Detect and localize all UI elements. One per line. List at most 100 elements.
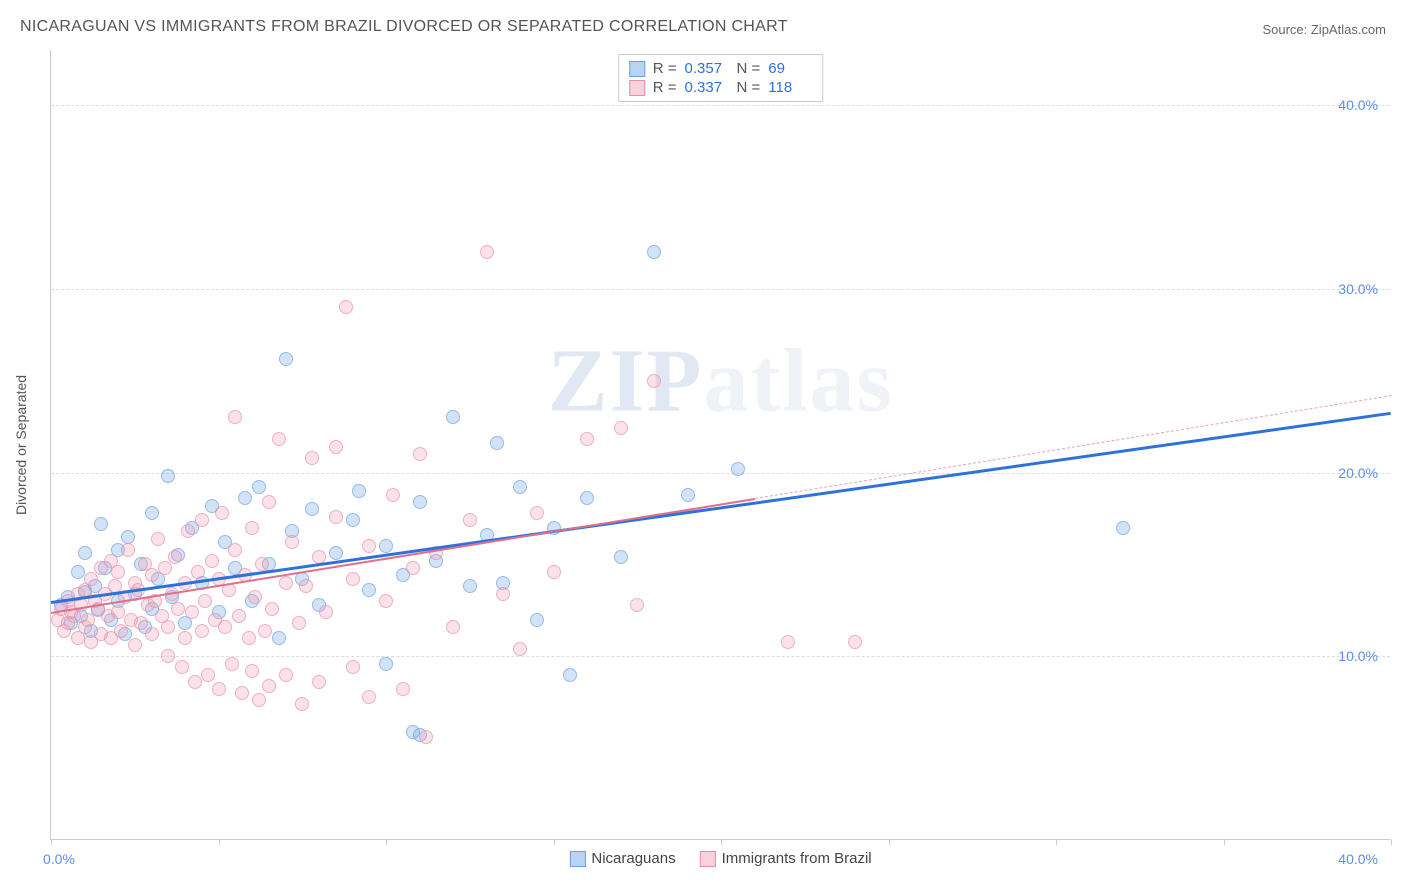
scatter-point	[181, 524, 195, 538]
scatter-point	[205, 554, 219, 568]
scatter-point	[647, 374, 661, 388]
scatter-point	[1116, 521, 1130, 535]
scatter-point	[396, 682, 410, 696]
x-tick	[1391, 839, 1392, 845]
scatter-point	[319, 605, 333, 619]
x-tick	[219, 839, 220, 845]
scatter-point	[305, 502, 319, 516]
y-axis-label: Divorced or Separated	[13, 374, 29, 514]
scatter-point	[195, 513, 209, 527]
scatter-point	[530, 613, 544, 627]
legend-label: Immigrants from Brazil	[722, 850, 872, 867]
scatter-point	[305, 451, 319, 465]
scatter-point	[225, 657, 239, 671]
scatter-point	[614, 421, 628, 435]
scatter-point	[145, 627, 159, 641]
n-value: 69	[768, 60, 812, 77]
scatter-point	[312, 675, 326, 689]
legend-swatch	[700, 851, 716, 867]
x-tick	[554, 839, 555, 845]
y-tick-label: 20.0%	[1338, 465, 1378, 481]
source-link[interactable]: ZipAtlas.com	[1311, 22, 1386, 37]
scatter-point	[563, 668, 577, 682]
scatter-point	[272, 631, 286, 645]
scatter-point	[530, 506, 544, 520]
scatter-point	[128, 638, 142, 652]
scatter-point	[71, 565, 85, 579]
scatter-point	[329, 510, 343, 524]
chart-title: NICARAGUAN VS IMMIGRANTS FROM BRAZIL DIV…	[20, 18, 788, 36]
scatter-point	[145, 506, 159, 520]
scatter-point	[258, 624, 272, 638]
scatter-point	[238, 491, 252, 505]
scatter-point	[161, 469, 175, 483]
stats-row: R =0.357N =69	[629, 59, 813, 78]
y-tick-label: 10.0%	[1338, 648, 1378, 664]
n-value: 118	[768, 79, 812, 96]
scatter-point	[111, 605, 125, 619]
scatter-point	[215, 506, 229, 520]
stats-legend-box: R =0.357N =69R =0.337N =118	[618, 54, 824, 102]
scatter-point	[84, 572, 98, 586]
scatter-point	[329, 440, 343, 454]
x-tick	[1056, 839, 1057, 845]
scatter-point	[212, 682, 226, 696]
source-prefix: Source:	[1262, 22, 1310, 37]
scatter-point	[346, 572, 360, 586]
legend-item: Immigrants from Brazil	[700, 850, 872, 867]
x-tick	[51, 839, 52, 845]
scatter-point	[292, 616, 306, 630]
n-label: N =	[737, 79, 761, 96]
scatter-point	[158, 561, 172, 575]
legend-swatch	[629, 61, 645, 77]
scatter-point	[329, 546, 343, 560]
r-value: 0.337	[685, 79, 729, 96]
scatter-point	[446, 410, 460, 424]
scatter-point	[352, 484, 366, 498]
scatter-point	[279, 668, 293, 682]
scatter-point	[151, 532, 165, 546]
scatter-point	[279, 352, 293, 366]
stats-row: R =0.337N =118	[629, 78, 813, 97]
chart-area: ZIPatlas Divorced or Separated R =0.357N…	[50, 50, 1390, 840]
source-attribution: Source: ZipAtlas.com	[1262, 22, 1386, 37]
r-value: 0.357	[685, 60, 729, 77]
scatter-point	[781, 635, 795, 649]
scatter-point	[252, 693, 266, 707]
scatter-point	[195, 624, 209, 638]
y-tick-label: 40.0%	[1338, 97, 1378, 113]
scatter-point	[379, 657, 393, 671]
scatter-point	[228, 543, 242, 557]
scatter-point	[161, 620, 175, 634]
scatter-point	[681, 488, 695, 502]
x-tick-label: 40.0%	[1338, 851, 1378, 867]
scatter-point	[114, 624, 128, 638]
scatter-point	[265, 602, 279, 616]
scatter-point	[161, 649, 175, 663]
watermark-zip: ZIP	[547, 332, 703, 431]
scatter-point	[362, 690, 376, 704]
scatter-point	[272, 432, 286, 446]
scatter-point	[580, 491, 594, 505]
scatter-point	[362, 539, 376, 553]
scatter-point	[242, 631, 256, 645]
plot-region: ZIPatlas Divorced or Separated R =0.357N…	[50, 50, 1390, 840]
scatter-point	[201, 668, 215, 682]
scatter-point	[406, 561, 420, 575]
scatter-point	[339, 300, 353, 314]
legend-label: Nicaraguans	[591, 850, 675, 867]
scatter-point	[362, 583, 376, 597]
scatter-point	[235, 686, 249, 700]
scatter-point	[171, 602, 185, 616]
x-tick-label: 0.0%	[43, 851, 75, 867]
scatter-point	[248, 590, 262, 604]
y-tick-label: 30.0%	[1338, 281, 1378, 297]
scatter-point	[630, 598, 644, 612]
n-label: N =	[737, 60, 761, 77]
series-legend: Nicaraguans Immigrants from Brazil	[569, 850, 871, 867]
gridline	[51, 656, 1390, 657]
scatter-point	[168, 550, 182, 564]
scatter-point	[513, 480, 527, 494]
scatter-point	[252, 480, 266, 494]
scatter-point	[94, 517, 108, 531]
